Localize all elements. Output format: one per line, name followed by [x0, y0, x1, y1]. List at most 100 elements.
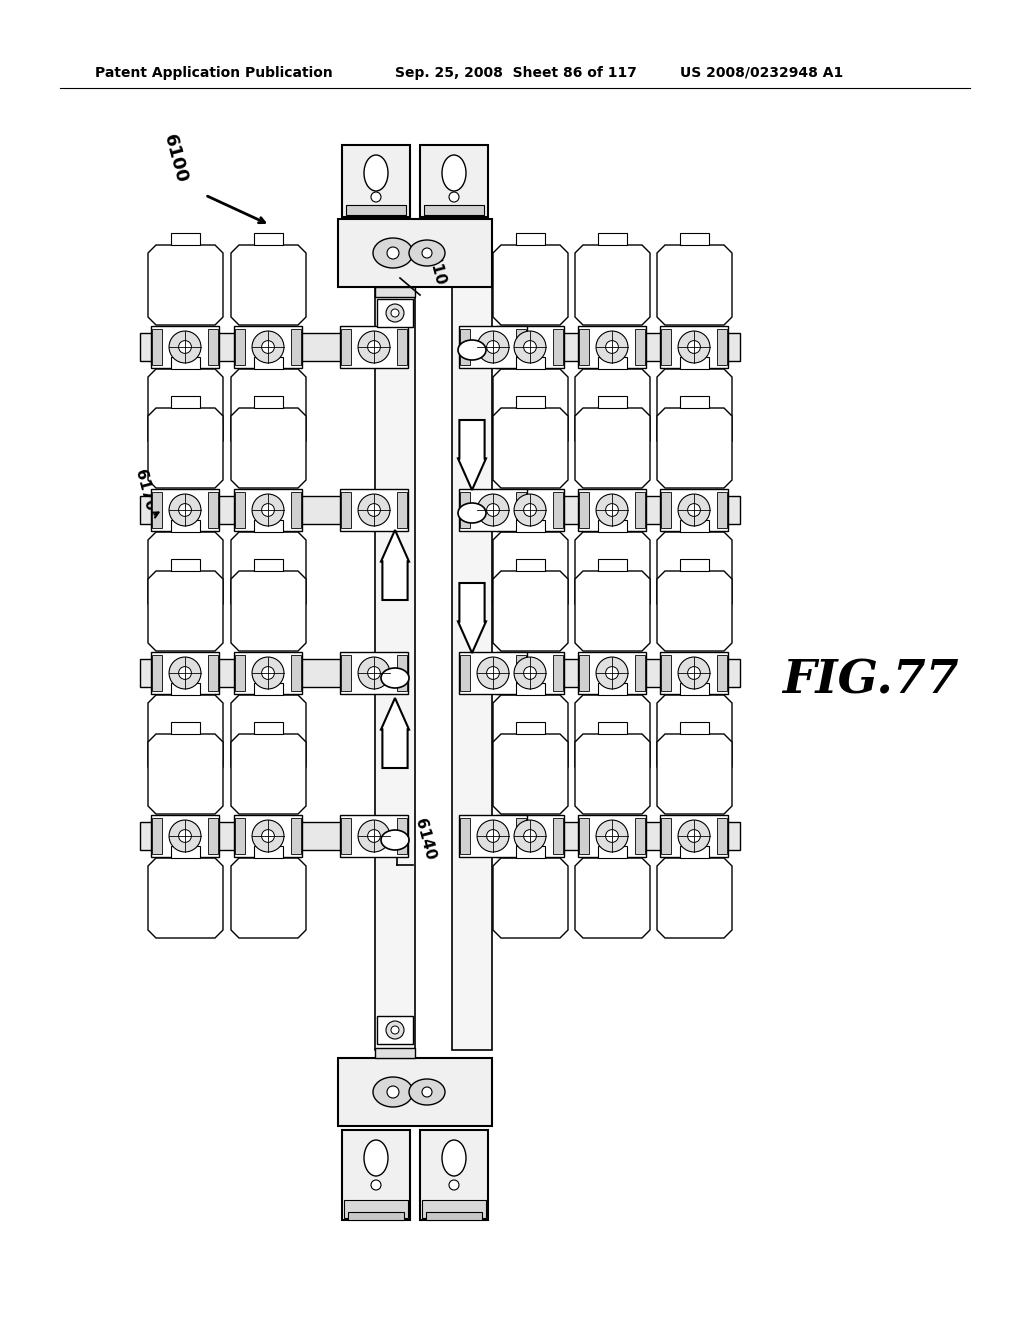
- Bar: [497, 818, 507, 854]
- Bar: [516, 722, 545, 734]
- Bar: [516, 329, 526, 366]
- Circle shape: [523, 667, 537, 680]
- Polygon shape: [657, 370, 732, 449]
- Bar: [171, 846, 200, 858]
- Bar: [375, 246, 415, 1049]
- Bar: [152, 655, 162, 690]
- Text: 7710: 7710: [422, 242, 447, 286]
- Bar: [171, 722, 200, 734]
- Bar: [680, 682, 709, 696]
- Bar: [151, 652, 219, 694]
- Text: 6140: 6140: [413, 817, 437, 862]
- Bar: [171, 558, 200, 572]
- Circle shape: [169, 657, 201, 689]
- Circle shape: [252, 494, 284, 525]
- Polygon shape: [231, 734, 306, 814]
- Bar: [254, 520, 283, 532]
- Polygon shape: [231, 696, 306, 775]
- Bar: [635, 329, 645, 366]
- Polygon shape: [657, 734, 732, 814]
- Circle shape: [178, 504, 191, 516]
- Bar: [496, 488, 564, 531]
- Bar: [341, 329, 351, 366]
- Circle shape: [261, 667, 274, 680]
- Ellipse shape: [409, 1078, 445, 1105]
- Bar: [680, 234, 709, 246]
- Bar: [717, 329, 727, 366]
- Bar: [348, 1212, 404, 1220]
- Bar: [516, 558, 545, 572]
- Bar: [492, 659, 740, 686]
- Polygon shape: [575, 858, 650, 939]
- Bar: [208, 655, 218, 690]
- Ellipse shape: [458, 503, 486, 523]
- Polygon shape: [575, 408, 650, 488]
- Bar: [208, 492, 218, 528]
- Bar: [579, 818, 589, 854]
- Bar: [680, 520, 709, 532]
- Circle shape: [386, 304, 404, 322]
- Bar: [424, 205, 484, 215]
- Bar: [254, 234, 283, 246]
- Bar: [291, 329, 301, 366]
- Bar: [340, 652, 408, 694]
- Bar: [171, 396, 200, 408]
- Polygon shape: [458, 420, 486, 490]
- Bar: [553, 655, 563, 690]
- Bar: [377, 1016, 413, 1044]
- Bar: [151, 814, 219, 857]
- Circle shape: [169, 494, 201, 525]
- Bar: [208, 329, 218, 366]
- Bar: [459, 814, 527, 857]
- Bar: [496, 814, 564, 857]
- Polygon shape: [148, 370, 223, 449]
- Bar: [342, 145, 410, 216]
- Polygon shape: [148, 734, 223, 814]
- Bar: [234, 818, 245, 854]
- Ellipse shape: [442, 1140, 466, 1176]
- Circle shape: [688, 341, 700, 354]
- Text: 6170: 6170: [132, 469, 158, 513]
- Bar: [680, 396, 709, 408]
- Bar: [171, 682, 200, 696]
- Bar: [516, 846, 545, 858]
- Circle shape: [596, 820, 628, 851]
- Bar: [171, 234, 200, 246]
- Text: US 2008/0232948 A1: US 2008/0232948 A1: [680, 66, 843, 81]
- Bar: [516, 682, 545, 696]
- Circle shape: [261, 341, 274, 354]
- Bar: [397, 492, 407, 528]
- Circle shape: [486, 341, 500, 354]
- Bar: [397, 329, 407, 366]
- Polygon shape: [575, 572, 650, 651]
- Polygon shape: [575, 246, 650, 325]
- Circle shape: [605, 341, 618, 354]
- Circle shape: [678, 820, 710, 851]
- Circle shape: [169, 820, 201, 851]
- Bar: [459, 326, 527, 368]
- Circle shape: [688, 504, 700, 516]
- Bar: [151, 326, 219, 368]
- Bar: [497, 492, 507, 528]
- Circle shape: [422, 1086, 432, 1097]
- Circle shape: [596, 657, 628, 689]
- Bar: [208, 818, 218, 854]
- Polygon shape: [493, 408, 568, 488]
- Bar: [460, 655, 470, 690]
- Bar: [234, 488, 302, 531]
- Bar: [254, 846, 283, 858]
- Circle shape: [449, 191, 459, 202]
- Bar: [579, 492, 589, 528]
- Bar: [492, 333, 740, 360]
- Ellipse shape: [458, 341, 486, 360]
- Bar: [578, 488, 646, 531]
- Bar: [680, 558, 709, 572]
- Bar: [598, 558, 627, 572]
- Polygon shape: [148, 696, 223, 775]
- Bar: [660, 326, 728, 368]
- Circle shape: [477, 657, 509, 689]
- Ellipse shape: [442, 154, 466, 191]
- Circle shape: [178, 341, 191, 354]
- Bar: [516, 356, 545, 370]
- Circle shape: [358, 331, 390, 363]
